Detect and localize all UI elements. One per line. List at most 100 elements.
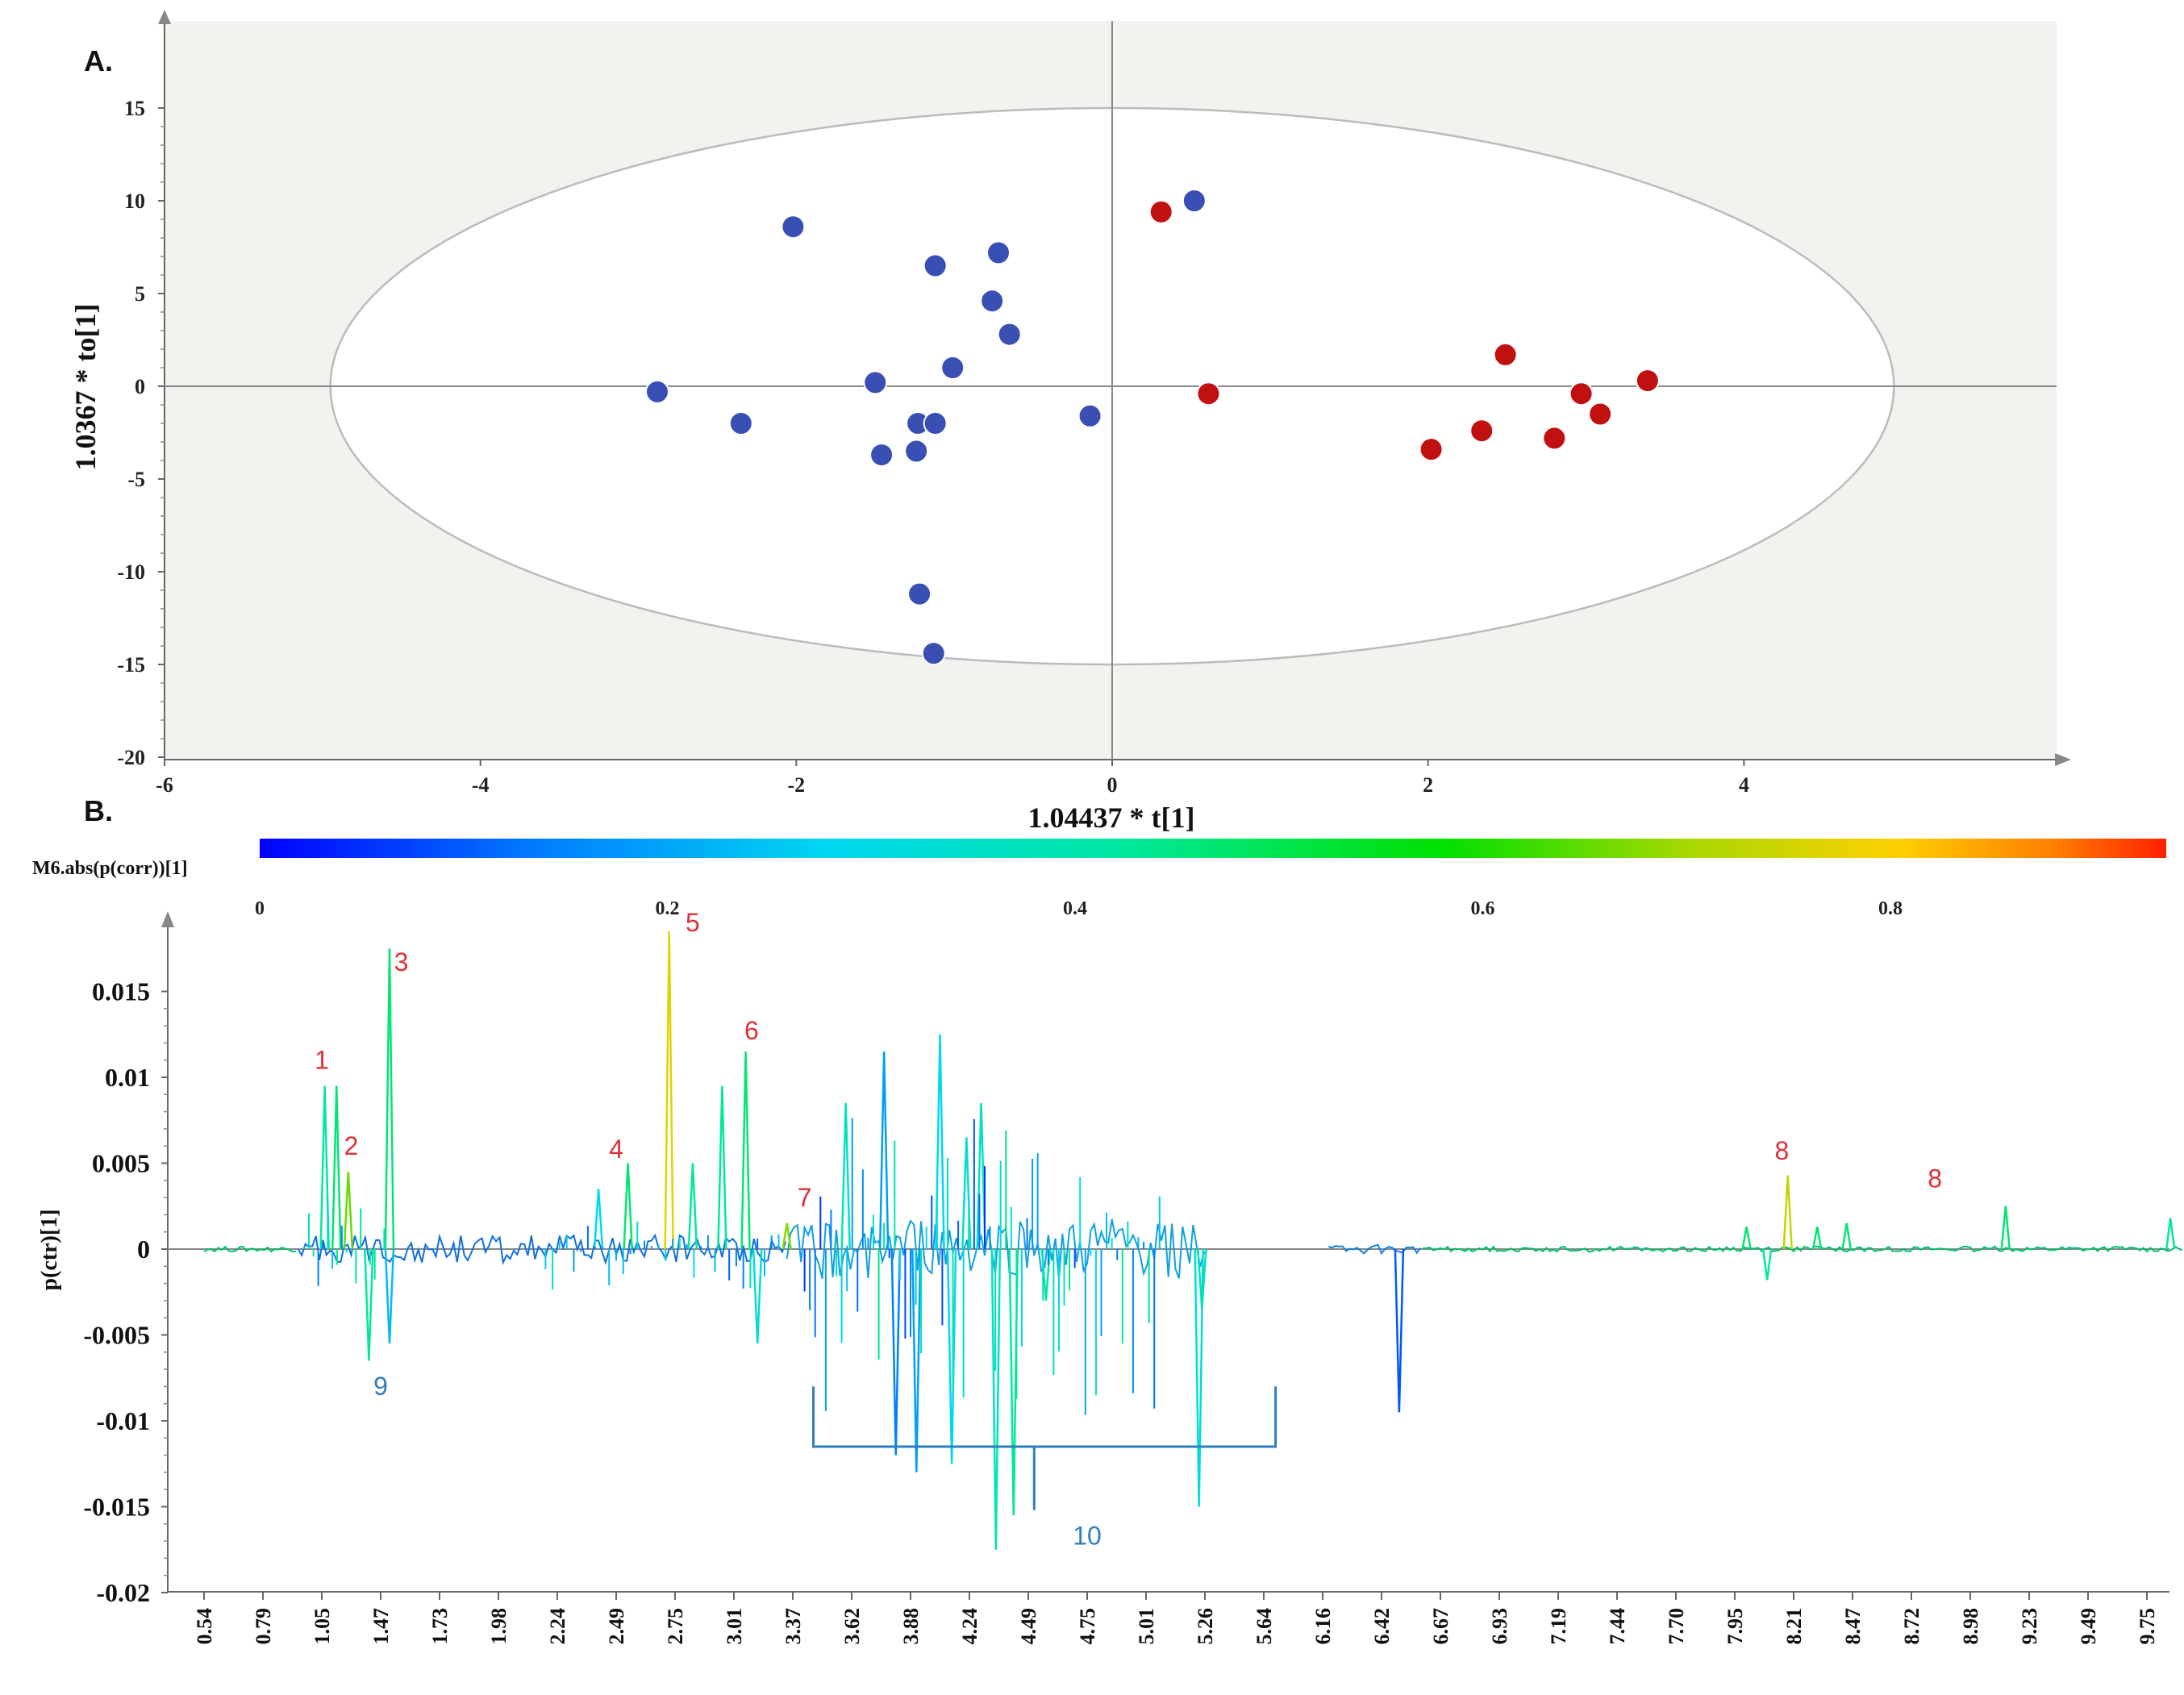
y-tick-label-b: 0.005: [92, 1149, 150, 1178]
spectrum-peak: [319, 1085, 330, 1250]
spectrum-peak: [840, 1102, 851, 1250]
spectrum-peak: [890, 1248, 901, 1456]
blue-score-point: [645, 379, 670, 404]
peak-annotation: 5: [686, 908, 700, 937]
x-tick-label-b: 4.75: [1076, 1608, 1099, 1645]
y-tick-label-b: -0.01: [96, 1406, 150, 1435]
peak-annotation: 8: [1775, 1136, 1790, 1165]
blue-score-point: [907, 581, 932, 606]
spectrum-peak: [717, 1085, 727, 1250]
y-tick-label-b: -0.005: [83, 1321, 150, 1350]
y-ticks: 15 10 5 0 -5 -10 -15 -20: [117, 97, 165, 769]
x-tick-label: -6: [156, 773, 173, 797]
spectrum-peak: [740, 1051, 751, 1250]
x-tick-label-b: 2.24: [546, 1608, 569, 1645]
spectrum-peak: [1841, 1222, 1852, 1250]
spectrum-peak: [1394, 1248, 1405, 1413]
x-tick-label-b: 5.64: [1252, 1608, 1276, 1645]
spectrum-peak: [623, 1163, 633, 1250]
spectrum-peak: [1811, 1226, 1823, 1250]
colorbar-tick-label: 0.2: [656, 898, 680, 919]
colorbar-tick-label: 0.4: [1063, 898, 1087, 919]
x-tick-label: -2: [788, 773, 806, 797]
x-tick-label-b: 4.49: [1017, 1608, 1040, 1645]
x-tick-label: 2: [1423, 773, 1433, 797]
x-tick-label: -4: [472, 773, 490, 797]
x-ticks: -6 -4 -2 0 2 4: [156, 760, 1749, 797]
colorbar-label: M6.abs(p(corr))[1]: [32, 858, 188, 879]
x-tick-label-b: 8.72: [1900, 1608, 1924, 1645]
panel-label-b: B.: [84, 794, 113, 827]
blue-score-point: [863, 370, 888, 395]
x-tick-label: 4: [1739, 773, 1749, 797]
blue-score-point: [997, 322, 1022, 347]
x-tick-label-b: 3.37: [781, 1608, 805, 1645]
y-tick-label: -15: [117, 653, 145, 677]
colorbar: M6.abs(p(corr))[1] 0 0.2 0.4 0.6 0.8: [32, 839, 2166, 919]
x-tick-label-b: 8.47: [1841, 1608, 1865, 1645]
loading-line-plot: B. M6.abs(p(corr))[1] 0 0.2 0.4 0.6 0.8 0.01…: [32, 794, 2183, 1645]
spectrum: [203, 931, 2183, 1550]
spectrum-peak: [1741, 1226, 1752, 1250]
blue-score-point: [904, 439, 929, 464]
peak-annotation: 3: [394, 947, 409, 977]
x-tick-label-b: 3.88: [899, 1608, 923, 1645]
spectrum-peak: [752, 1248, 763, 1344]
red-score-point: [1569, 381, 1594, 406]
spectrum-peak: [1782, 1175, 1793, 1250]
x-tick-label-b: 7.44: [1606, 1608, 1629, 1645]
x-tick-label-b: 5.01: [1135, 1608, 1158, 1645]
blue-score-point: [980, 289, 1005, 314]
spectrum-peak: [1194, 1248, 1204, 1507]
blue-score-point: [728, 411, 753, 435]
red-score-point: [1419, 437, 1444, 462]
x-tick-label-b: 8.21: [1782, 1608, 1806, 1645]
blue-score-point: [923, 253, 948, 278]
peak-annotation: 8: [1928, 1164, 1942, 1193]
y-tick-label: -20: [117, 746, 145, 769]
y-tick-label-b: 0: [137, 1235, 150, 1264]
blue-score-point: [1077, 403, 1102, 428]
spectrum-peak: [935, 1034, 945, 1250]
blue-score-point: [1182, 189, 1207, 213]
spectrum-peak: [976, 1102, 986, 1250]
y-tick-label: 0: [135, 375, 145, 398]
spectrum-peak: [687, 1163, 698, 1250]
peak-annotations: 1 2 3 4 5 6 7 8 8 9 10: [315, 908, 1942, 1550]
x-tick-label-b: 1.73: [428, 1608, 452, 1645]
spectrum-peak: [2165, 1218, 2176, 1250]
spectrum-peak: [878, 1051, 890, 1250]
y-axis-arrow-b: [161, 911, 174, 927]
x-tick-label-b: 8.98: [1959, 1608, 1982, 1645]
red-score-point: [1469, 419, 1494, 444]
x-tick-label-b: 3.62: [840, 1608, 864, 1645]
peak-annotation: 1: [315, 1045, 329, 1074]
y-tick-label: 10: [124, 189, 145, 213]
red-score-point: [1493, 342, 1518, 367]
x-tick-label-b: 1.47: [369, 1608, 393, 1645]
x-tick-label-b: 6.16: [1311, 1608, 1335, 1645]
peak-annotation: 7: [798, 1183, 812, 1212]
baseline-segment: [203, 1245, 296, 1253]
blue-score-point: [781, 214, 806, 239]
x-tick-label: 0: [1107, 773, 1118, 797]
y-tick-label-b: 0.015: [92, 977, 150, 1006]
y-axis-title-b: p(ctr)[1]: [37, 1209, 62, 1290]
y-tick-label: 15: [124, 97, 145, 120]
x-tick-label-b: 6.42: [1370, 1608, 1394, 1645]
spectrum-peak: [1761, 1248, 1773, 1281]
y-tick-label: -5: [127, 468, 145, 491]
spectrum-peak: [911, 1248, 922, 1472]
x-axis-arrow: [2055, 753, 2071, 766]
scores: [645, 189, 1660, 666]
red-score-point: [1542, 426, 1567, 451]
x-tick-label-b: 0.79: [252, 1608, 275, 1645]
x-tick-label-b: 7.19: [1547, 1608, 1570, 1645]
peak-annotation: 10: [1073, 1521, 1102, 1550]
colorbar-gradient: [260, 839, 2166, 858]
red-score-point: [1588, 402, 1613, 427]
blue-score-point: [940, 356, 965, 380]
blue-score-point: [986, 240, 1011, 265]
blue-score-point: [921, 641, 946, 666]
